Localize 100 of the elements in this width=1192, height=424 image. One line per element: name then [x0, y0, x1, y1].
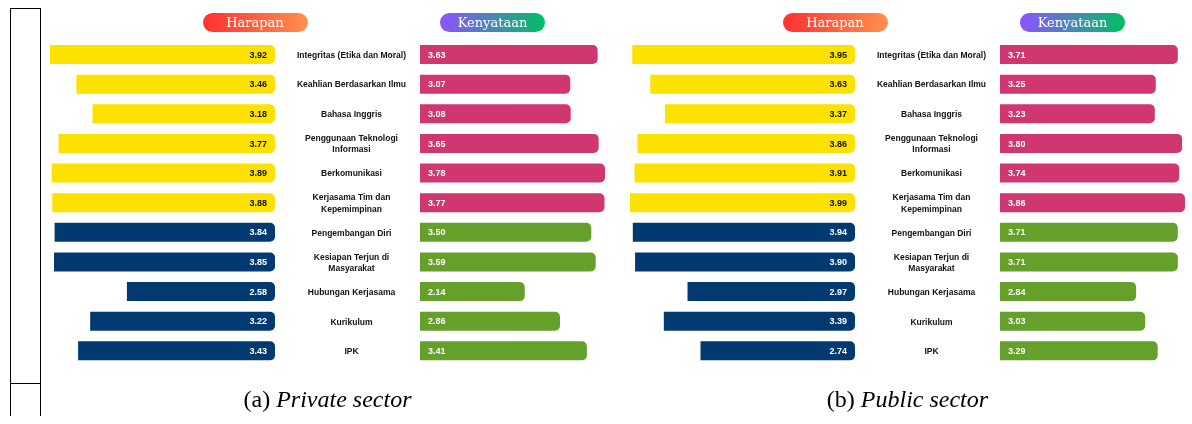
data-label: 3.29 [1008, 346, 1026, 357]
bar [78, 341, 275, 361]
bar [1000, 282, 1137, 302]
y-tick-label: Berkomunikasi [901, 168, 962, 179]
data-label: 3.77 [249, 138, 267, 149]
data-label: 2.14 [428, 286, 446, 297]
bar [90, 311, 275, 331]
y-tick-label: Hubungan Kerjasama [887, 286, 976, 297]
data-label: 3.78 [428, 168, 446, 179]
bar [664, 104, 855, 124]
y-tick-label: IPK [344, 346, 360, 357]
bar [663, 311, 855, 331]
bar [92, 104, 275, 124]
data-label: 2.86 [428, 316, 446, 327]
bar [637, 133, 855, 153]
bar [54, 222, 275, 242]
data-label: 3.63 [428, 49, 446, 60]
data-label: 3.08 [428, 108, 446, 119]
data-label: 3.71 [1008, 257, 1026, 268]
data-label: 3.03 [1008, 316, 1026, 327]
bar [420, 45, 598, 64]
bar [50, 45, 275, 64]
data-label: 3.85 [249, 257, 267, 268]
data-label: 3.86 [1008, 197, 1026, 208]
y-tick-label: Penggunaan Teknologi Informasi [305, 133, 398, 155]
bar [1000, 341, 1158, 361]
y-tick-label: Pengembangan Diri [891, 227, 972, 238]
bar [420, 252, 596, 272]
y-tick-label: Keahlian Berdasarkan Ilmu [876, 79, 987, 90]
data-label: 3.37 [829, 108, 847, 119]
bar [630, 193, 855, 213]
data-label: 3.18 [249, 108, 267, 119]
data-label: 3.74 [1008, 168, 1026, 179]
data-label: 3.77 [428, 197, 446, 208]
bar [700, 341, 855, 361]
data-label: 3.95 [829, 49, 847, 60]
bar [126, 282, 275, 302]
bar [650, 74, 855, 94]
y-tick-label: Integritas (Etika dan Moral) [876, 49, 987, 60]
bar [420, 311, 560, 331]
y-tick-label: Kesiapan Terjun di Masyarakat [313, 251, 390, 273]
bar [51, 163, 275, 183]
bar [1000, 163, 1180, 183]
y-tick-label: Kurikulum [330, 316, 373, 327]
data-label: 3.63 [829, 79, 847, 90]
data-label: 3.90 [829, 257, 847, 268]
data-label: 3.22 [249, 316, 267, 327]
data-label: 3.91 [829, 168, 847, 179]
bar [632, 222, 855, 242]
bar [1000, 311, 1146, 331]
bar [58, 133, 275, 153]
bar [420, 163, 605, 183]
bar [420, 282, 525, 302]
bar [1000, 193, 1185, 213]
data-label: 3.41 [428, 346, 446, 357]
series-label: Kenyataan [1037, 15, 1108, 30]
data-label: 3.80 [1008, 138, 1026, 149]
bar [635, 252, 855, 272]
series-label: Harapan [226, 15, 284, 30]
y-tick-label: Berkomunikasi [321, 168, 382, 179]
y-tick-label: Kerjasama Tim dan Kepemimpinan [892, 192, 971, 214]
y-tick-label: Kurikulum [910, 316, 953, 327]
y-tick-label: Bahasa Inggris [321, 109, 383, 120]
bar [634, 163, 855, 183]
y-tick-label: IPK [924, 346, 940, 357]
series-label: Kenyataan [457, 15, 528, 30]
bar [1000, 104, 1155, 124]
bar [1000, 133, 1183, 153]
data-label: 3.46 [249, 79, 267, 90]
data-label: 3.88 [249, 197, 267, 208]
bar [54, 252, 275, 272]
bar [420, 104, 571, 124]
data-label: 3.65 [428, 138, 446, 149]
bar [420, 222, 592, 242]
data-label: 3.39 [829, 316, 847, 327]
data-label: 3.94 [829, 227, 847, 238]
data-label: 3.86 [829, 138, 847, 149]
data-label: 2.74 [829, 346, 847, 357]
bar [76, 74, 275, 94]
y-tick-label: Bahasa Inggris [901, 109, 963, 120]
y-tick-label: Penggunaan Teknologi Informasi [885, 133, 978, 155]
bar [687, 282, 855, 302]
data-label: 2.84 [1008, 286, 1026, 297]
data-label: 2.97 [829, 286, 847, 297]
data-label: 2.58 [249, 286, 267, 297]
data-label: 3.84 [249, 227, 267, 238]
bar [1000, 252, 1178, 272]
data-label: 3.59 [428, 257, 446, 268]
data-label: 3.71 [1008, 227, 1026, 238]
bar [1000, 222, 1178, 242]
data-label: 3.89 [249, 168, 267, 179]
data-label: 3.43 [249, 346, 267, 357]
bar [420, 74, 571, 94]
y-tick-label: Integritas (Etika dan Moral) [296, 49, 407, 60]
y-tick-label: Kerjasama Tim dan Kepemimpinan [312, 192, 391, 214]
data-label: 3.71 [1008, 49, 1026, 60]
bar [52, 193, 275, 213]
data-label: 3.23 [1008, 108, 1026, 119]
bar [420, 341, 587, 361]
bar [1000, 45, 1178, 64]
